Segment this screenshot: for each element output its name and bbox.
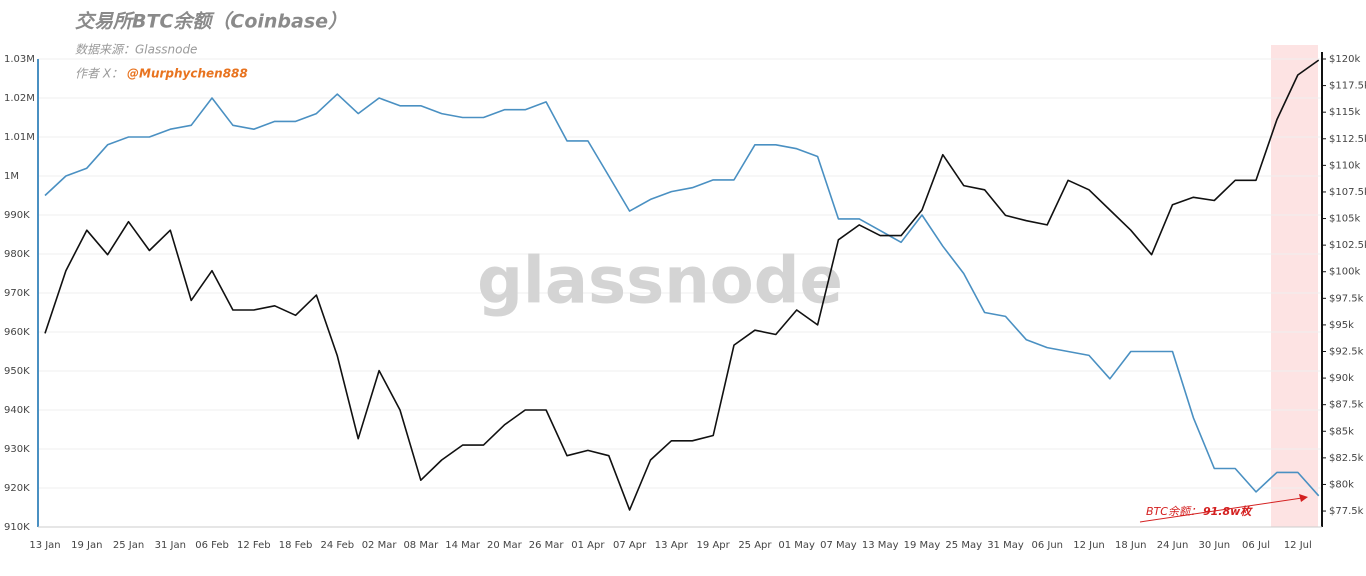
x-tick-label: 06 Jul bbox=[1242, 540, 1270, 551]
y-tick-label: 930K bbox=[4, 444, 30, 455]
author-handle: @Murphychen888 bbox=[127, 67, 248, 81]
y2-tick-label: $77.5k bbox=[1329, 506, 1364, 517]
y2-tick-label: $112.5k bbox=[1329, 134, 1366, 145]
grid bbox=[38, 58, 1322, 528]
x-tick-label: 18 Feb bbox=[279, 540, 313, 551]
y2-tick-label: $107.5k bbox=[1329, 187, 1366, 198]
x-tick-label: 31 May bbox=[987, 540, 1024, 551]
x-tick-label: 18 Jun bbox=[1115, 540, 1147, 551]
y2-tick-label: $85k bbox=[1329, 426, 1354, 437]
annotation-arrow bbox=[1139, 497, 1303, 523]
annotation-value: 91.8w枚 bbox=[1203, 505, 1253, 518]
y2-tick-label: $97.5k bbox=[1329, 293, 1364, 304]
x-tick-label: 24 Feb bbox=[321, 540, 355, 551]
x-tick-label: 14 Mar bbox=[445, 540, 481, 551]
y-tick-label: 910K bbox=[4, 522, 30, 533]
y-tick-label: 950K bbox=[4, 366, 30, 377]
x-tick-label: 19 May bbox=[904, 540, 941, 551]
y-tick-label: 1M bbox=[4, 171, 19, 182]
y2-tick-label: $115k bbox=[1329, 107, 1360, 118]
x-tick-label: 25 Jan bbox=[113, 540, 144, 551]
x-tick-label: 25 May bbox=[945, 540, 982, 551]
y-tick-label: 990K bbox=[4, 210, 30, 221]
y-tick-label: 970K bbox=[4, 288, 30, 299]
y2-tick-label: $102.5k bbox=[1329, 240, 1366, 251]
y2-tick-label: $80k bbox=[1329, 479, 1354, 490]
y2-tick-label: $90k bbox=[1329, 373, 1354, 384]
x-tick-label: 20 Mar bbox=[487, 540, 523, 551]
x-tick-label: 06 Feb bbox=[195, 540, 229, 551]
x-tick-label: 12 Jun bbox=[1073, 540, 1105, 551]
x-tick-label: 19 Apr bbox=[697, 540, 731, 551]
x-tick-label: 12 Jul bbox=[1284, 540, 1312, 551]
series-line bbox=[44, 59, 1320, 511]
y2-tick-label: $82.5k bbox=[1329, 453, 1364, 464]
y-tick-label: 920K bbox=[4, 483, 30, 494]
x-tick-label: 26 Mar bbox=[529, 540, 565, 551]
annotation-label: BTC余额： bbox=[1146, 505, 1201, 518]
author-label: 作者 X： bbox=[75, 67, 123, 81]
x-tick-label: 01 Apr bbox=[571, 540, 605, 551]
x-tick-label: 07 May bbox=[820, 540, 857, 551]
watermark: glassnode bbox=[477, 245, 843, 319]
subtitle: 数据来源：Glassnode bbox=[75, 43, 197, 57]
highlight-band bbox=[1271, 45, 1318, 527]
y2-tick-label: $105k bbox=[1329, 214, 1360, 225]
x-tick-label: 08 Mar bbox=[403, 540, 439, 551]
y-tick-label: 1.02M bbox=[4, 93, 35, 104]
y-tick-label: 1.03M bbox=[4, 54, 35, 65]
y2-tick-label: $117.5k bbox=[1329, 81, 1366, 92]
x-tick-label: 12 Feb bbox=[237, 540, 271, 551]
y-tick-label: 1.01M bbox=[4, 132, 35, 143]
x-tick-label: 07 Apr bbox=[613, 540, 647, 551]
y2-tick-label: $120k bbox=[1329, 54, 1360, 65]
y2-tick-label: $110k bbox=[1329, 160, 1360, 171]
x-tick-label: 13 May bbox=[862, 540, 899, 551]
arrow-head bbox=[1299, 494, 1308, 502]
y2-tick-label: $100k bbox=[1329, 267, 1360, 278]
x-tick-label: 13 Apr bbox=[655, 540, 689, 551]
y-tick-label: 960K bbox=[4, 327, 30, 338]
y2-tick-label: $95k bbox=[1329, 320, 1354, 331]
x-tick-label: 25 Apr bbox=[738, 540, 772, 551]
chart-title: 交易所BTC余额（Coinbase） bbox=[75, 11, 347, 33]
x-tick-label: 24 Jun bbox=[1157, 540, 1189, 551]
x-tick-label: 06 Jun bbox=[1031, 540, 1063, 551]
y-tick-label: 980K bbox=[4, 249, 30, 260]
x-tick-label: 13 Jan bbox=[29, 540, 60, 551]
series-line bbox=[44, 93, 1320, 497]
y2-tick-label: $87.5k bbox=[1329, 400, 1364, 411]
y-tick-label: 940K bbox=[4, 405, 30, 416]
x-tick-label: 30 Jun bbox=[1199, 540, 1231, 551]
y2-tick-label: $92.5k bbox=[1329, 347, 1364, 358]
x-tick-label: 31 Jan bbox=[155, 540, 186, 551]
x-tick-label: 02 Mar bbox=[362, 540, 398, 551]
x-tick-label: 01 May bbox=[778, 540, 815, 551]
x-tick-label: 19 Jan bbox=[71, 540, 102, 551]
